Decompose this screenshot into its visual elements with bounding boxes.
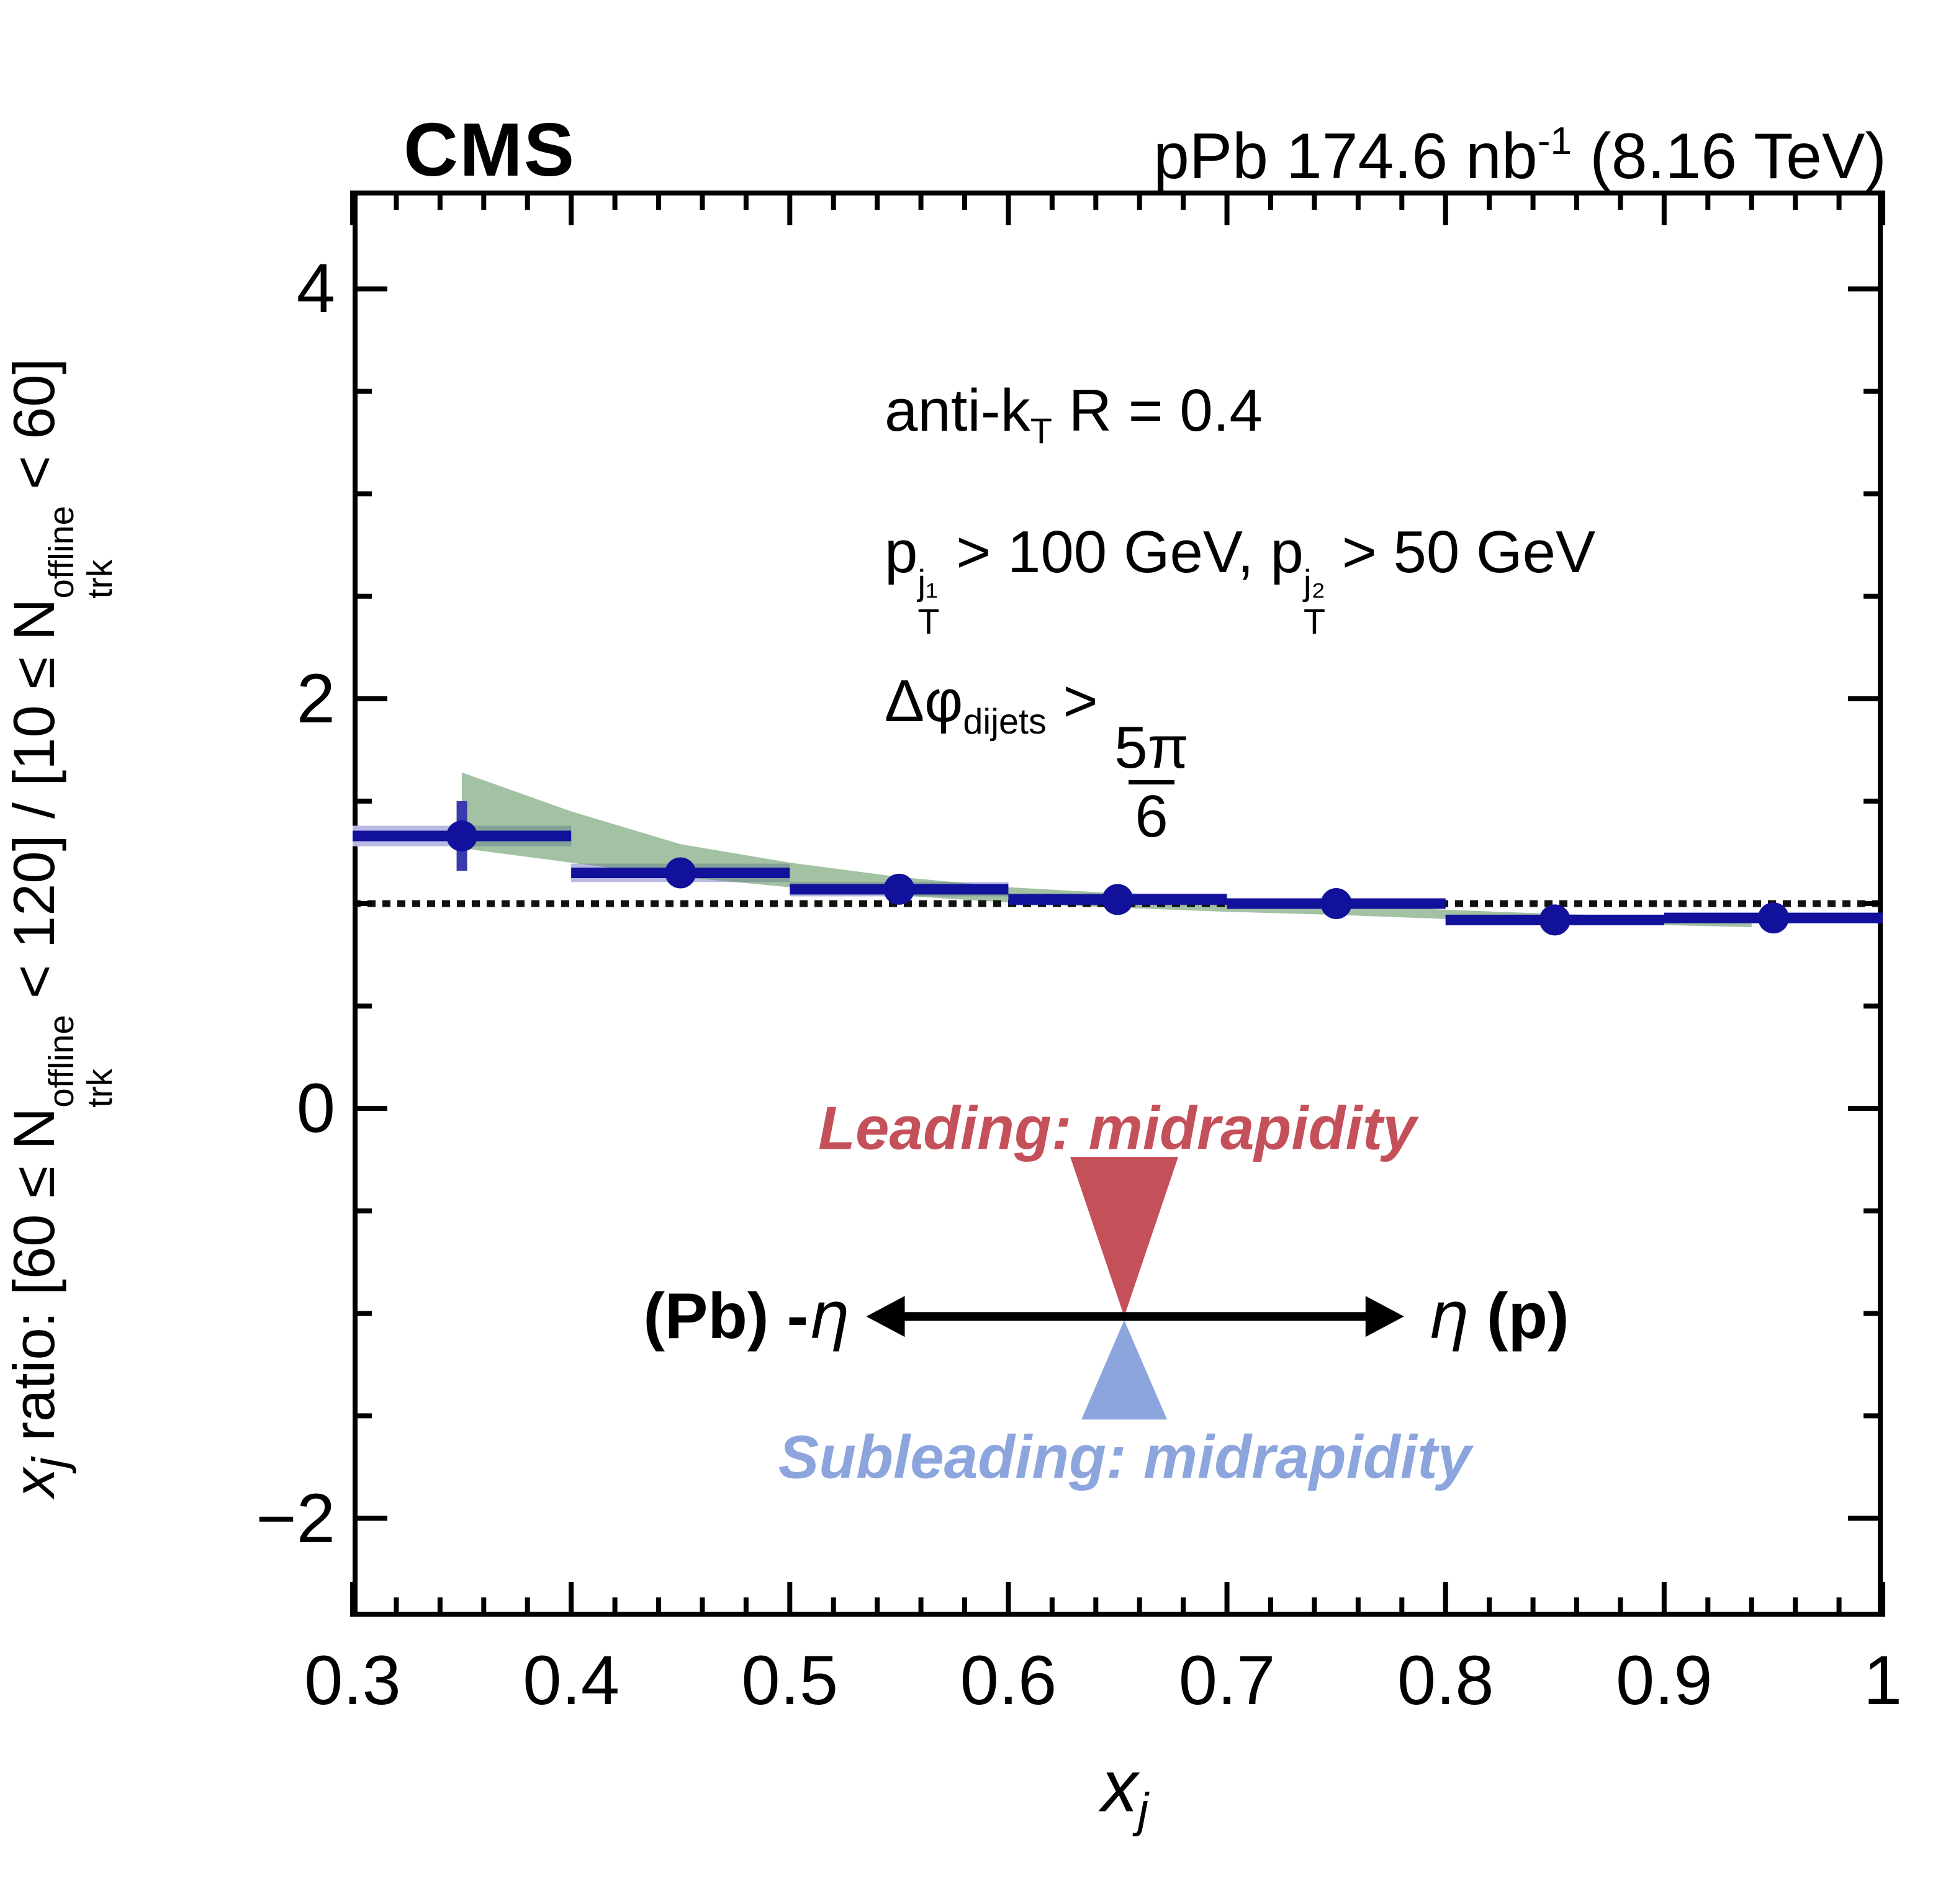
data-marker bbox=[883, 873, 915, 905]
x-tick-label: 0.9 bbox=[1615, 1641, 1713, 1719]
leading-wedge-icon bbox=[1070, 1157, 1179, 1317]
legend-leading-label: Leading: midrapidity bbox=[818, 1093, 1417, 1162]
x-tick-label: 0.4 bbox=[523, 1641, 620, 1719]
data-marker bbox=[1539, 904, 1571, 936]
luminosity-energy-label: pPb 174.6 nb-1 (8.16 TeV) bbox=[1153, 122, 1886, 189]
annotation-jet-algorithm: anti-kT R = 0.4 bbox=[885, 377, 1263, 452]
x-tick-label: 0.7 bbox=[1178, 1641, 1276, 1719]
y-tick-label: 4 bbox=[296, 249, 335, 328]
x-tick-label: 0.5 bbox=[741, 1641, 839, 1719]
fraction-5pi-6: 5π 6 bbox=[1114, 714, 1189, 850]
x-tick-label: 0.8 bbox=[1397, 1641, 1494, 1719]
data-marker bbox=[1320, 888, 1352, 919]
legend-subleading-label: Subleading: midrapidity bbox=[778, 1422, 1472, 1491]
data-marker bbox=[665, 857, 696, 889]
annotation-pt-cuts: p j₁ T > 100 GeV, p j₂ T > 50 GeV bbox=[885, 519, 1595, 642]
x-tick-label: 1 bbox=[1863, 1641, 1903, 1719]
subleading-wedge-icon bbox=[1081, 1320, 1168, 1420]
lumi-exponent: -1 bbox=[1537, 120, 1572, 163]
x-tick-label: 0.3 bbox=[304, 1641, 401, 1719]
x-tick-label: 0.6 bbox=[960, 1641, 1057, 1719]
data-marker bbox=[1102, 884, 1133, 915]
arrowhead-right-icon bbox=[1365, 1296, 1404, 1337]
legend-eta-p-label: η (p) bbox=[1428, 1278, 1569, 1354]
annotation-dphi-cut: Δφdijets > 5π 6 bbox=[885, 668, 1189, 850]
arrowhead-left-icon bbox=[866, 1296, 905, 1337]
y-tick-label: 2 bbox=[296, 659, 335, 737]
lumi-suffix: (8.16 TeV) bbox=[1572, 120, 1886, 192]
lumi-prefix: pPb 174.6 nb bbox=[1153, 120, 1538, 192]
data-marker bbox=[1757, 902, 1789, 934]
x-axis-title: xj bbox=[1101, 1745, 1149, 1837]
legend-pb-eta-label: (Pb) -η bbox=[643, 1278, 849, 1354]
y-tick-label: 0 bbox=[296, 1069, 335, 1147]
experiment-label: CMS bbox=[403, 107, 576, 192]
plot-canvas bbox=[350, 191, 1885, 1617]
y-tick-label: −2 bbox=[256, 1479, 335, 1557]
data-marker bbox=[446, 820, 478, 852]
